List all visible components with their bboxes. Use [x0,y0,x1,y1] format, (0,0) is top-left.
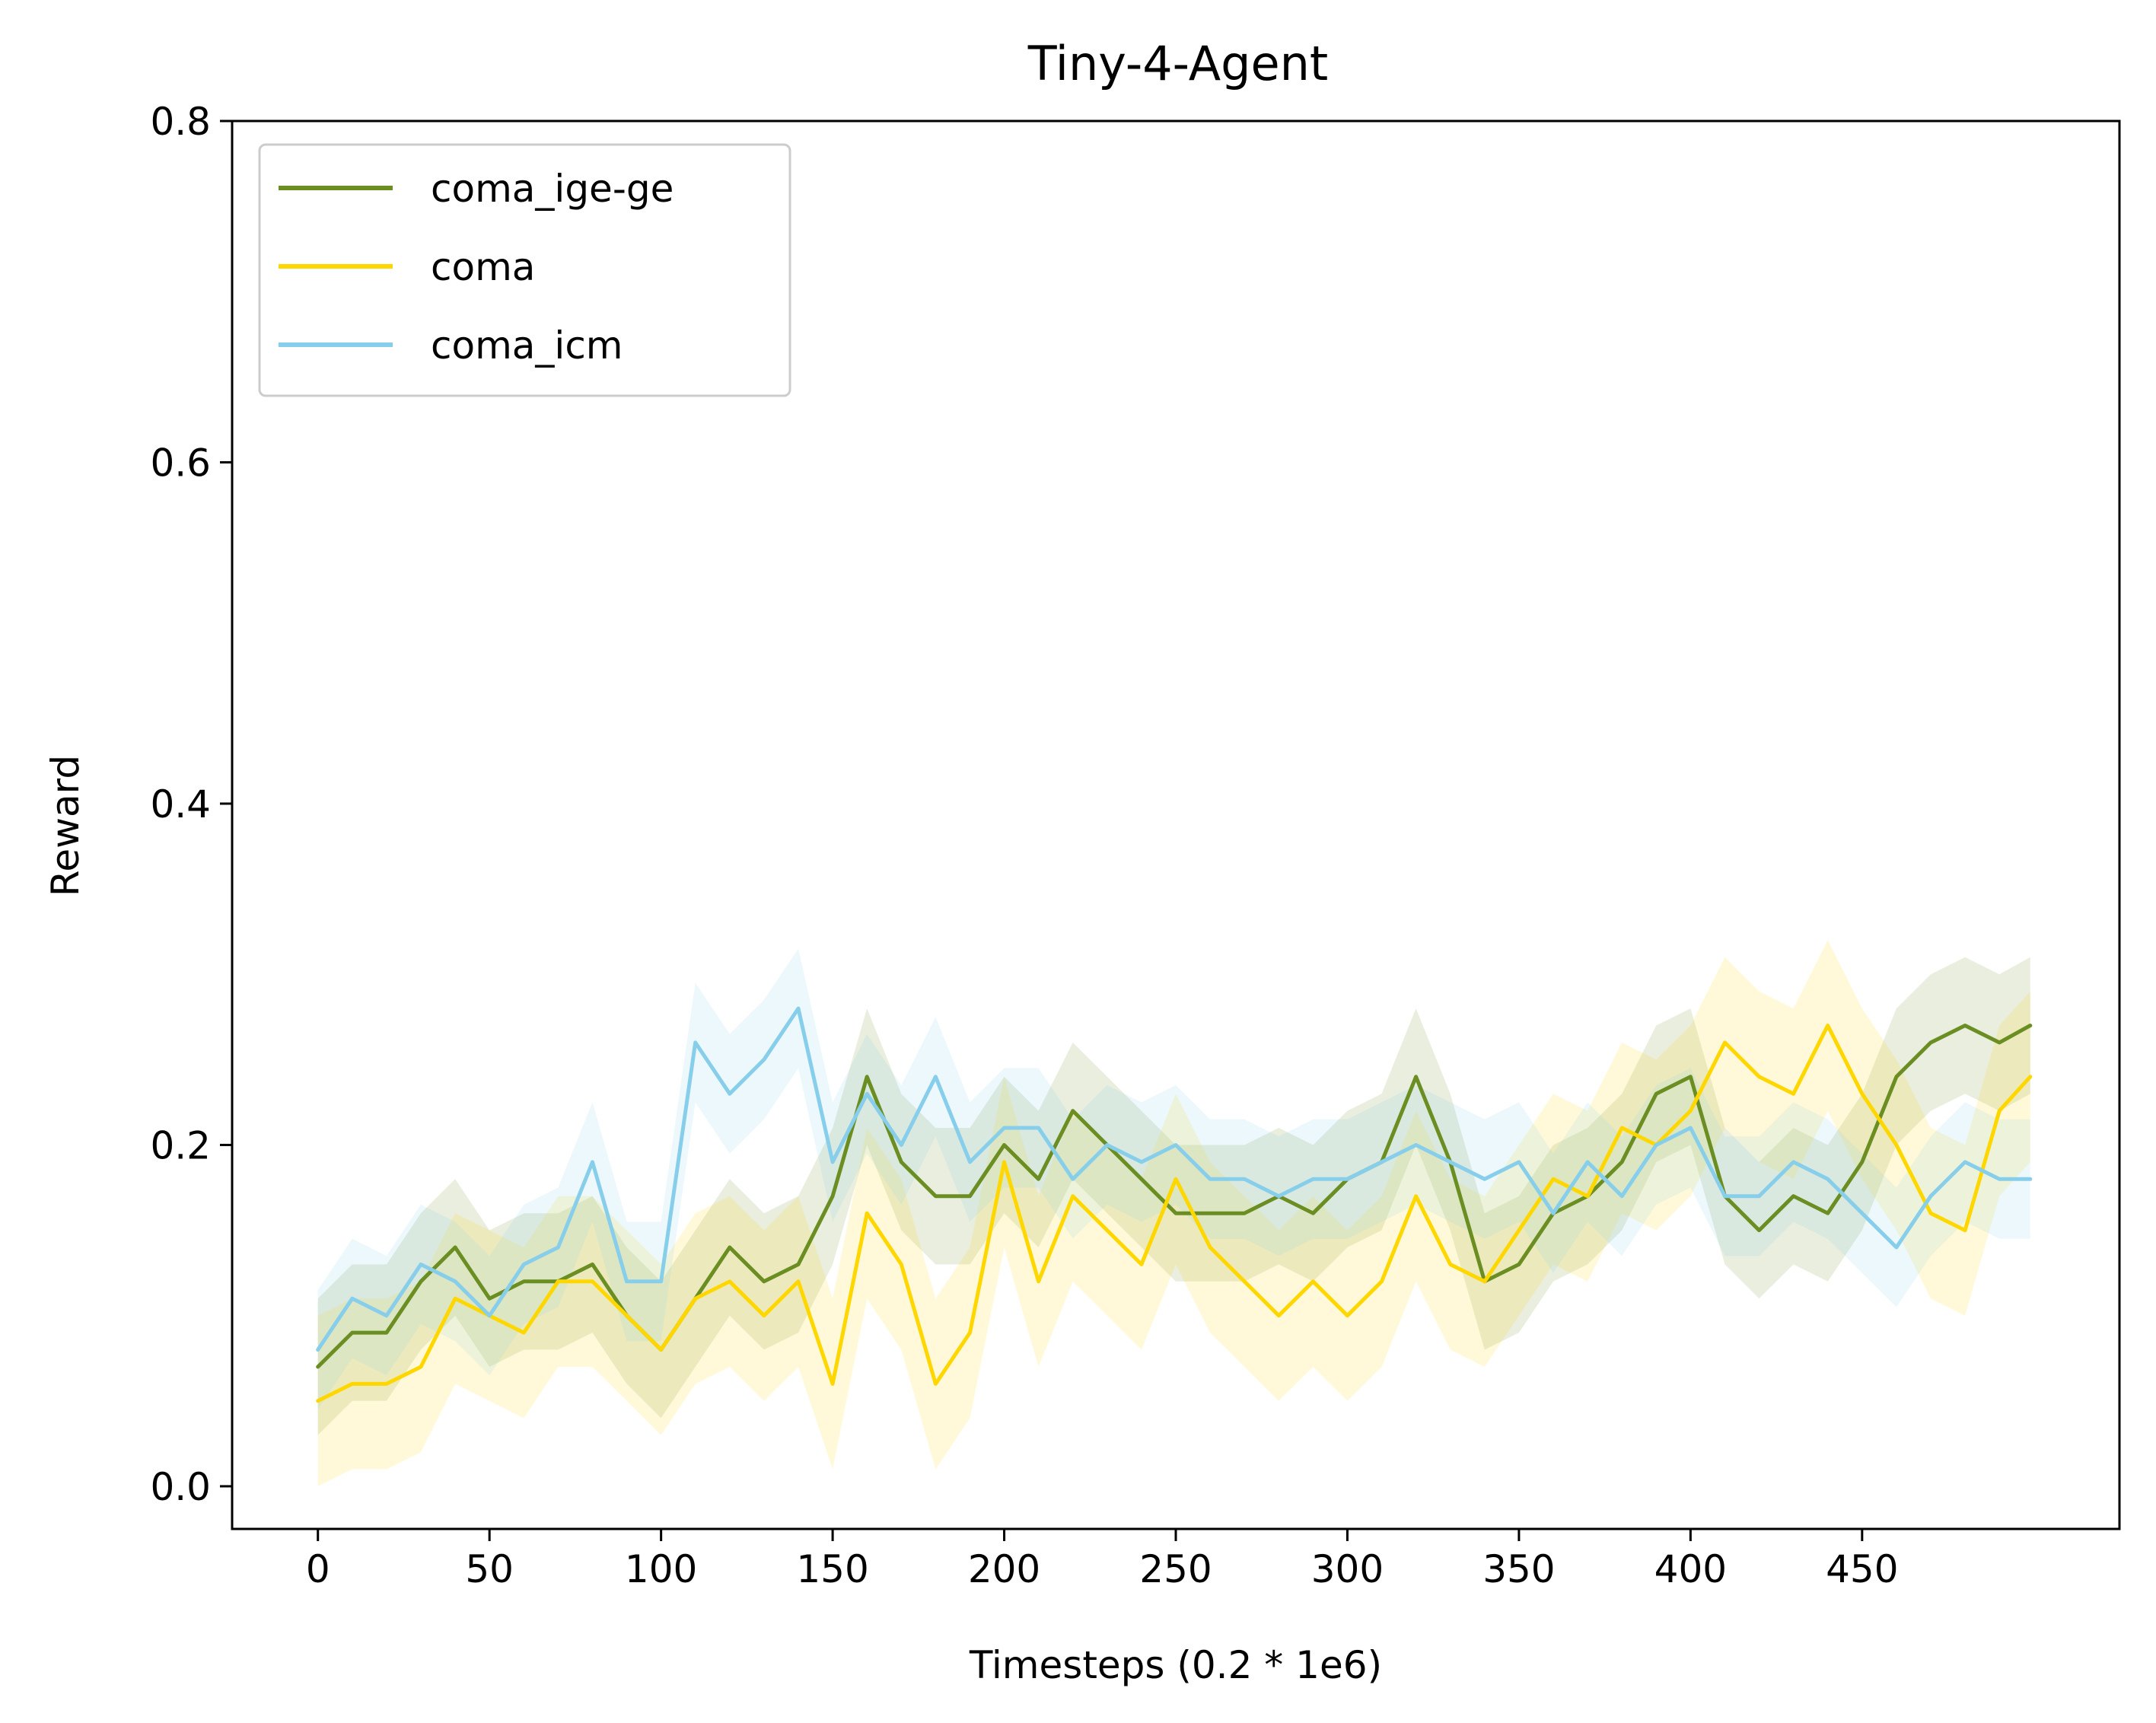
y-axis-title: Reward [43,755,88,897]
y-tick-label: 0.8 [150,100,211,144]
series-line-coma_ige-ge [316,1024,2033,1369]
y-axis-ticks: 0.0 0.2 0.4 0.6 0.8 [150,100,232,1509]
x-tick-label: 50 [465,1547,514,1591]
x-tick-label: 100 [625,1547,697,1591]
x-tick-label: 300 [1311,1547,1384,1591]
x-axis-title: Timesteps (0.2 * 1e6) [969,1643,1382,1687]
x-tick-label: 400 [1654,1547,1727,1591]
x-tick-label: 150 [796,1547,868,1591]
legend-box [258,143,791,397]
legend-label-coma_ige-ge: coma_ige-ge [431,167,674,211]
y-tick-label: 0.0 [150,1465,211,1509]
x-tick-label: 350 [1482,1547,1555,1591]
x-tick-label: 200 [968,1547,1040,1591]
series-line-coma_icm [316,1006,2033,1352]
y-tick-label: 0.6 [150,441,211,485]
y-tick-label: 0.2 [150,1123,211,1167]
chart-title: Tiny-4-Agent [1027,36,1328,91]
series-line-coma [316,1024,2033,1403]
x-axis-ticks: 0 50 100 150 200 250 300 350 400 450 [306,1529,1899,1591]
x-tick-label: 0 [306,1547,330,1591]
series-lines [316,1006,2033,1403]
band-coma_ige-ge [317,957,2030,1435]
x-tick-label: 250 [1139,1547,1212,1591]
y-tick-label: 0.4 [150,782,211,826]
legend-label-coma_icm: coma_icm [431,323,623,368]
legend-label-coma: coma [431,245,535,289]
x-tick-label: 450 [1826,1547,1898,1591]
